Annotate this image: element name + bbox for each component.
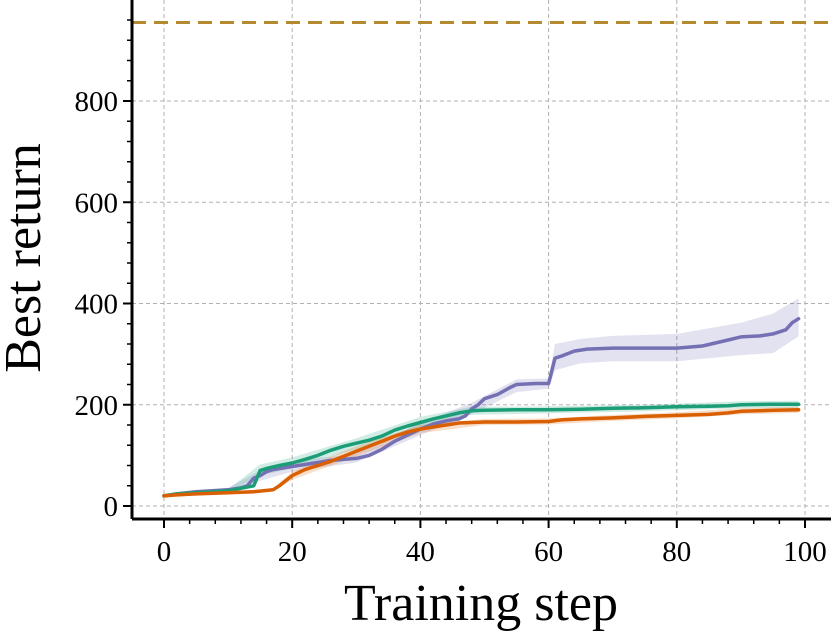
grid [132, 0, 831, 519]
x-tick-label: 40 [406, 536, 435, 568]
ticks: 0 20 40 60 80 100 0 200 400 600 800 [75, 19, 827, 568]
x-axis-title: Training step [344, 575, 618, 632]
x-tick-label: 0 [157, 536, 172, 568]
x-tick-label: 100 [783, 536, 827, 568]
y-tick-label: 0 [104, 491, 119, 523]
y-tick-label: 800 [75, 86, 119, 118]
series-3-line [162, 408, 801, 498]
x-tick-label: 80 [662, 536, 691, 568]
series-1-line [162, 316, 801, 498]
x-tick-label: 60 [534, 536, 563, 568]
y-tick-label: 200 [75, 390, 119, 422]
y-tick-label: 600 [75, 187, 119, 219]
y-tick-label: 400 [75, 289, 119, 321]
y-axis-title: Best return [0, 143, 52, 373]
axes [130, 0, 831, 521]
series-2-line [162, 402, 801, 498]
series-lines [162, 316, 801, 498]
confidence-bands [164, 298, 799, 497]
x-tick-label: 20 [278, 536, 307, 568]
series-3-band [164, 406, 799, 497]
